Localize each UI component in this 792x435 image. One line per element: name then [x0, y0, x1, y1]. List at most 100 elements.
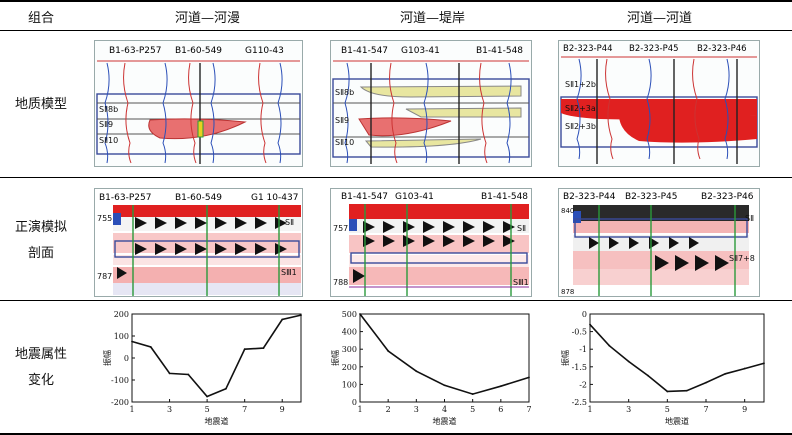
layer-label: SⅡ2+3a: [565, 104, 596, 113]
row-rule-1: [0, 177, 792, 178]
depth-label: 755: [97, 214, 112, 223]
data-point: [131, 340, 133, 343]
y-tick-label: -1.5: [572, 363, 587, 372]
channel-sand-body: [148, 118, 247, 140]
depth-label: 840: [561, 207, 574, 215]
seismic-section-channel-channel: B2-323-P44 B2-323-P45 B2-323-P46 840 878…: [558, 188, 760, 297]
well-label: B1-60-549: [175, 193, 222, 203]
data-point: [528, 376, 530, 379]
y-tick-label: 300: [342, 345, 357, 354]
x-axis-label: 地震道: [665, 416, 689, 426]
y-axis-label: 振幅: [560, 350, 570, 366]
depth-label: 787: [97, 272, 112, 281]
amplitude-chart-channel-channel: 1 3 5 7 9 -2.5 -2 -1.5 -1 -0.5 0 地震道 振幅: [560, 310, 765, 426]
channel-sand-body: [619, 115, 757, 143]
header-rule: [0, 30, 792, 31]
row-label-seismic-2: 剖面: [27, 246, 54, 261]
plot-frame: [589, 313, 765, 403]
y-tick-label: -2.5: [572, 398, 587, 407]
well-label: B1-41-548: [476, 46, 523, 56]
horizon-label: SⅡ: [517, 224, 526, 233]
x-tick-label: 1: [587, 405, 592, 414]
zone-box: [96, 93, 301, 155]
data-point: [387, 350, 390, 352]
y-tick-label: 200: [114, 310, 129, 319]
data-point: [608, 344, 611, 347]
well-label: G1 10-437: [251, 193, 298, 203]
row-label-geology: 地质模型: [14, 97, 67, 112]
row-label-seismic-1: 正演模拟: [14, 220, 67, 235]
seismic-section-channel-levee: B1-41-547 G103-41 B1-41-548 757 788 SⅡ S…: [330, 188, 532, 297]
well-label: B1-41-547: [341, 192, 388, 202]
levee-body: [359, 85, 522, 98]
x-tick-label: 3: [626, 405, 631, 414]
well-label: G103-41: [401, 46, 440, 56]
y-tick-label: 0: [124, 354, 129, 363]
geology-model-channel-channel: B2-323-P44 B2-323-P45 B2-323-P46 SⅡ1+2b …: [558, 40, 760, 167]
data-point: [724, 372, 727, 375]
geology-model-channel-levee: B1-41-547 G103-41 B1-41-548 SⅡ8b SⅡ9 SⅡ1…: [330, 40, 532, 167]
horizon-label: SⅡ7+8: [729, 254, 755, 263]
data-point: [281, 318, 284, 321]
x-tick-label: 2: [386, 405, 391, 414]
data-point: [627, 360, 630, 363]
amplitude-line: [589, 324, 765, 393]
y-tick-label: -100: [111, 376, 129, 385]
y-tick-label: 100: [342, 380, 357, 389]
data-point: [471, 393, 474, 395]
data-point: [300, 314, 302, 316]
seismic-section-channel-floodplain: B1-63-P257 B1-60-549 G1 10-437 755 787 S…: [94, 188, 303, 297]
layer-label: SⅡ1+2b: [565, 80, 596, 89]
y-tick-label: 100: [114, 332, 129, 341]
data-point: [415, 370, 418, 373]
well-label: G110-43: [245, 46, 284, 56]
horizon-label: SⅢ1: [281, 268, 297, 277]
x-tick-label: 9: [280, 405, 285, 414]
x-tick-label: 5: [470, 405, 475, 414]
data-point: [589, 323, 591, 326]
amplitude-chart-channel-levee: 1 2 3 4 5 6 7 0 100 200 300 400 500 地震道 振幅: [330, 310, 532, 426]
data-point: [168, 372, 171, 375]
row-label-attr-2: 变化: [27, 373, 54, 388]
layer-label: SⅡ8b: [335, 88, 354, 97]
channel-sand-body: [358, 117, 452, 137]
channel-sand-body: [561, 99, 757, 120]
depth-label: 788: [333, 278, 348, 287]
x-tick-label: 7: [526, 405, 531, 414]
data-point: [705, 381, 707, 384]
row-rule-2: [0, 300, 792, 301]
depth-label: 878: [561, 288, 574, 296]
data-point: [243, 348, 246, 351]
data-point: [763, 362, 765, 365]
x-tick-label: 5: [205, 405, 210, 414]
data-point: [149, 346, 152, 348]
header-channel-levee: 河道—堤岸: [399, 11, 465, 26]
row-label-attr-1: 地震属性: [14, 347, 67, 362]
y-tick-label: 400: [342, 328, 357, 337]
layer-label: SⅡ9: [99, 120, 113, 129]
amplitude-line: [359, 313, 530, 395]
y-tick-label: -1: [579, 345, 587, 354]
data-point: [443, 384, 446, 387]
zone-box: [332, 78, 530, 158]
data-point: [262, 347, 265, 349]
x-tick-label: 7: [242, 405, 247, 414]
y-tick-label: -2: [579, 380, 587, 389]
layer-label: SⅡ8b: [99, 105, 118, 114]
horizon-label: SⅢ1: [513, 278, 529, 287]
x-axis-label: 地震道: [205, 416, 229, 426]
data-point: [685, 389, 688, 392]
y-tick-label: 0: [352, 398, 357, 407]
x-tick-label: 7: [703, 405, 708, 414]
x-tick-label: 1: [129, 405, 134, 414]
data-point: [743, 367, 746, 370]
y-tick-label: 200: [342, 363, 357, 372]
x-tick-label: 1: [357, 405, 362, 414]
y-tick-label: 500: [342, 310, 357, 319]
levee-body: [405, 107, 522, 118]
y-tick-label: 0: [582, 310, 587, 319]
data-point: [187, 373, 190, 376]
well-label: B2-323-P46: [697, 44, 747, 54]
geology-model-channel-floodplain: B1-63-P257 B1-60-549 G110-43 SⅡ8b SⅡ9 SⅡ…: [94, 40, 303, 167]
